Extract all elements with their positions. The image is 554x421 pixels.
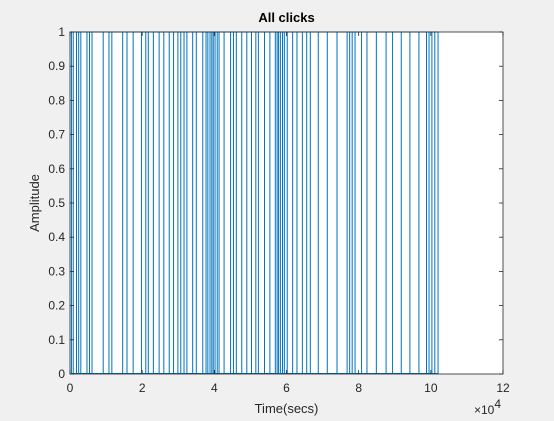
x-tick-label: 8 — [355, 381, 362, 395]
y-tick-label: 0.2 — [48, 299, 65, 313]
x-tick-label: 0 — [67, 381, 74, 395]
y-tick-label: 0.8 — [48, 93, 65, 107]
axes-box — [69, 31, 504, 375]
y-tick-label: 0.4 — [48, 230, 65, 244]
y-tick-label: 0.3 — [48, 264, 65, 278]
y-tick-label: 0.6 — [48, 162, 65, 176]
x-axis-multiplier: ×104 — [474, 397, 501, 417]
y-tick-label: 0.5 — [48, 196, 65, 210]
x-axis-label: Time(secs) — [255, 401, 319, 416]
y-tick-label: 0.1 — [48, 333, 65, 347]
x-tick-label: 6 — [283, 381, 290, 395]
x-tick-label: 2 — [139, 381, 146, 395]
x-multiplier-base: ×10 — [474, 403, 495, 417]
x-tick-label: 10 — [424, 381, 438, 395]
x-tick-label: 4 — [211, 381, 218, 395]
axes-background — [70, 32, 503, 374]
y-tick-labels: 0 0.1 0.2 0.3 0.4 0.5 0.6 0.7 0.8 0.9 1 — [48, 25, 65, 381]
y-axis-label: Amplitude — [27, 174, 42, 232]
x-tick-labels: 0 2 4 6 8 10 12 — [67, 381, 510, 395]
x-multiplier-exponent: 4 — [494, 397, 501, 411]
y-tick-label: 0 — [58, 367, 65, 381]
y-tick-label: 0.7 — [48, 128, 65, 142]
x-tick-label: 12 — [496, 381, 510, 395]
y-tick-label: 0.9 — [48, 59, 65, 73]
y-tick-label: 1 — [58, 25, 65, 39]
chart-title: All clicks — [258, 10, 314, 25]
